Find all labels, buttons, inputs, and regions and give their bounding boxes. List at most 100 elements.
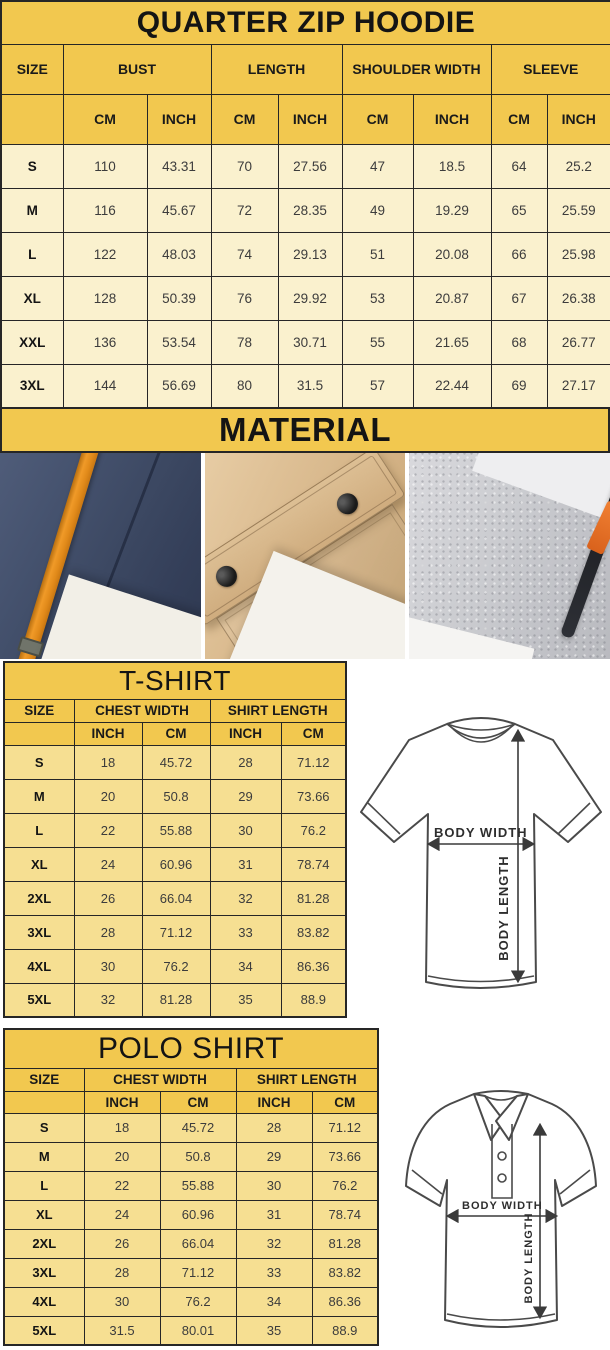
value-cell: 48.03 [146, 231, 212, 277]
value-cell: 71.12 [311, 1112, 379, 1143]
value-cell: 18 [73, 744, 143, 780]
value-cell: 76.2 [280, 812, 347, 848]
unit-header: INCH [235, 1090, 313, 1114]
value-cell: 69 [490, 363, 548, 409]
value-cell: 122 [62, 231, 148, 277]
body-length-label: BODY LENGTH [496, 855, 511, 960]
value-cell: 28 [209, 744, 282, 780]
size-cell: M [3, 1141, 85, 1172]
value-cell: 47 [341, 143, 414, 189]
value-cell: 60.96 [159, 1199, 237, 1230]
value-cell: 45.67 [146, 187, 212, 233]
value-cell: 76 [210, 275, 279, 321]
sleeve-column-header: SLEEVE [490, 43, 610, 95]
unit-header: INCH [146, 93, 212, 145]
placket-button [497, 1151, 507, 1161]
unit-header: CM [141, 721, 211, 746]
polo-size-row: 5XL 31.5 80.01 35 88.9 [3, 1315, 379, 1346]
value-cell: 28 [73, 914, 143, 950]
size-column-header: SIZE [3, 1067, 85, 1092]
polo-size-table: POLO SHIRT SIZE CHEST WIDTH SHIRT LENGTH… [3, 1028, 380, 1346]
size-cell: XL [3, 846, 75, 882]
left-cuff-line [411, 1169, 443, 1195]
size-cell: 2XL [3, 1228, 85, 1259]
size-cell: XL [3, 1199, 85, 1230]
unit-header: INCH [546, 93, 610, 145]
value-cell: 28 [235, 1112, 313, 1143]
value-cell: 66.04 [141, 880, 211, 916]
value-cell: 18 [83, 1112, 161, 1143]
polo-table-body: S 18 45.72 28 71.12 M 20 50.8 29 73.66 L [3, 1112, 379, 1346]
value-cell: 34 [209, 948, 282, 984]
polo-group-header-row: SIZE CHEST WIDTH SHIRT LENGTH [3, 1067, 379, 1092]
value-cell: 30 [73, 948, 143, 984]
tshirt-size-row: S 18 45.72 28 71.12 [3, 744, 347, 780]
hoodie-title-row: QUARTER ZIP HOODIE [0, 0, 610, 45]
value-cell: 32 [209, 880, 282, 916]
size-cell: XXL [0, 319, 64, 365]
value-cell: 50.8 [141, 778, 211, 814]
value-cell: 70 [210, 143, 279, 189]
value-cell: 19.29 [412, 187, 492, 233]
tshirt-group-header-row: SIZE CHEST WIDTH SHIRT LENGTH [3, 698, 347, 723]
polo-size-row: M 20 50.8 29 73.66 [3, 1141, 379, 1172]
size-cell: S [0, 143, 64, 189]
value-cell: 64 [490, 143, 548, 189]
value-cell: 73.66 [311, 1141, 379, 1172]
size-cell: 2XL [3, 880, 75, 916]
value-cell: 55 [341, 319, 414, 365]
value-cell: 81.28 [141, 982, 211, 1018]
value-cell: 33 [209, 914, 282, 950]
unit-header: CM [341, 93, 414, 145]
collar-ribbing [449, 725, 513, 743]
value-cell: 86.36 [280, 948, 347, 984]
shoulder-width-column-header: SHOULDER WIDTH [341, 43, 492, 95]
polo-table-title: POLO SHIRT [3, 1028, 379, 1069]
value-cell: 26 [83, 1228, 161, 1259]
size-cell: S [3, 1112, 85, 1143]
value-cell: 66 [490, 231, 548, 277]
tshirt-title-row: T-SHIRT [3, 661, 347, 700]
unit-header: CM [62, 93, 148, 145]
tshirt-size-row: 2XL 26 66.04 32 81.28 [3, 880, 347, 916]
value-cell: 116 [62, 187, 148, 233]
placket-button [497, 1173, 507, 1183]
unit-header: INCH [277, 93, 343, 145]
size-cell: L [0, 231, 64, 277]
value-cell: 110 [62, 143, 148, 189]
value-cell: 55.88 [141, 812, 211, 848]
hoodie-units-header-row: CM INCH CM INCH CM INCH CM INCH [0, 93, 610, 145]
value-cell: 76.2 [159, 1286, 237, 1317]
value-cell: 25.2 [546, 143, 610, 189]
polo-units-header-row: INCH CM INCH CM [3, 1090, 379, 1114]
unit-header: INCH [83, 1090, 161, 1114]
value-cell: 78.74 [311, 1199, 379, 1230]
collar-right-flap [495, 1093, 529, 1141]
hoodie-table-body: S 110 43.31 70 27.56 47 18.5 64 25.2 M 1… [0, 143, 610, 409]
value-cell: 76.2 [311, 1170, 379, 1201]
size-cell: S [3, 744, 75, 780]
hoodie-size-row: XXL 136 53.54 78 30.71 55 21.65 68 26.77 [0, 319, 610, 365]
tshirt-table-body: S 18 45.72 28 71.12 M 20 50.8 29 73.66 L [3, 744, 347, 1018]
photo-navy-fleece-orange-strap [0, 453, 201, 659]
value-cell: 29 [235, 1141, 313, 1172]
value-cell: 78 [210, 319, 279, 365]
value-cell: 32 [73, 982, 143, 1018]
hoodie-size-row: 3XL 144 56.69 80 31.5 57 22.44 69 27.17 [0, 363, 610, 409]
value-cell: 144 [62, 363, 148, 409]
tshirt-size-row: 5XL 32 81.28 35 88.9 [3, 982, 347, 1018]
value-cell: 20.08 [412, 231, 492, 277]
size-column-header: SIZE [3, 698, 75, 723]
value-cell: 25.59 [546, 187, 610, 233]
polo-size-row: 3XL 28 71.12 33 83.82 [3, 1257, 379, 1288]
value-cell: 88.9 [280, 982, 347, 1018]
value-cell: 28.35 [277, 187, 343, 233]
unit-header: CM [311, 1090, 379, 1114]
value-cell: 29.92 [277, 275, 343, 321]
value-cell: 88.9 [311, 1315, 379, 1346]
value-cell: 83.82 [280, 914, 347, 950]
value-cell: 66.04 [159, 1228, 237, 1259]
unit-header: CM [280, 721, 347, 746]
value-cell: 78.74 [280, 846, 347, 882]
